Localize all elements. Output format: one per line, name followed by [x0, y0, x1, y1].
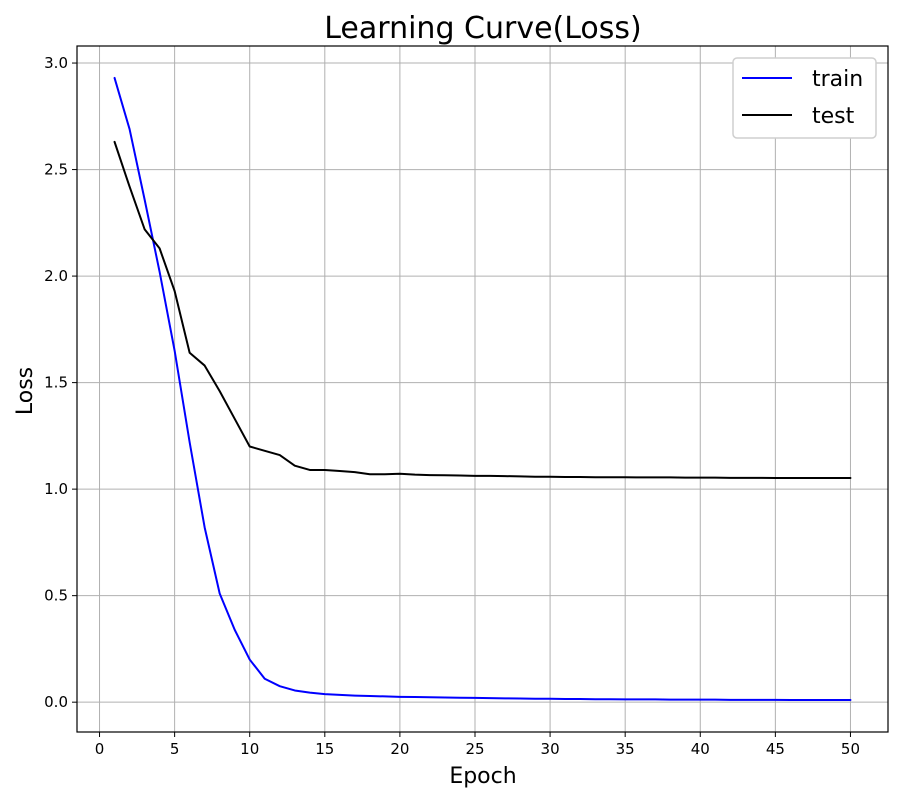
series-line-test [113, 140, 852, 480]
x-tick-label: 25 [465, 740, 484, 758]
series-lines [113, 76, 852, 702]
tick-labels: 0 5 10 15 20 25 30 35 40 45 50 0.0 0.5 1.0 1.5 2.0 2.5 3.… [44, 54, 860, 758]
legend: train test [732, 57, 877, 139]
y-tick-label: 2.5 [44, 161, 68, 179]
y-tick-label: 0.5 [44, 587, 68, 605]
plot-frame [76, 45, 889, 733]
series-line-train [113, 76, 852, 702]
x-tick-label: 0 [95, 740, 105, 758]
x-tick-label: 50 [841, 740, 860, 758]
x-axis-label: Epoch [449, 764, 516, 789]
x-tick-label: 20 [390, 740, 409, 758]
x-tick-label: 40 [691, 740, 710, 758]
y-tick-label: 0.0 [44, 693, 68, 711]
chart-title: Learning Curve(Loss) [324, 11, 642, 46]
x-tick-label: 5 [170, 740, 180, 758]
x-tick-label: 30 [541, 740, 560, 758]
x-tick-label: 35 [616, 740, 635, 758]
y-tick-label: 3.0 [44, 54, 68, 72]
y-axis-label: Loss [13, 367, 38, 415]
x-tick-label: 45 [766, 740, 785, 758]
legend-label-test: test [812, 104, 855, 129]
grid-lines [77, 46, 888, 732]
legend-label-train: train [812, 67, 863, 92]
axes [72, 45, 889, 737]
y-tick-label: 1.5 [44, 374, 68, 392]
x-tick-label: 15 [315, 740, 334, 758]
y-tick-label: 1.0 [44, 480, 68, 498]
y-tick-label: 2.0 [44, 267, 68, 285]
x-tick-label: 10 [240, 740, 259, 758]
